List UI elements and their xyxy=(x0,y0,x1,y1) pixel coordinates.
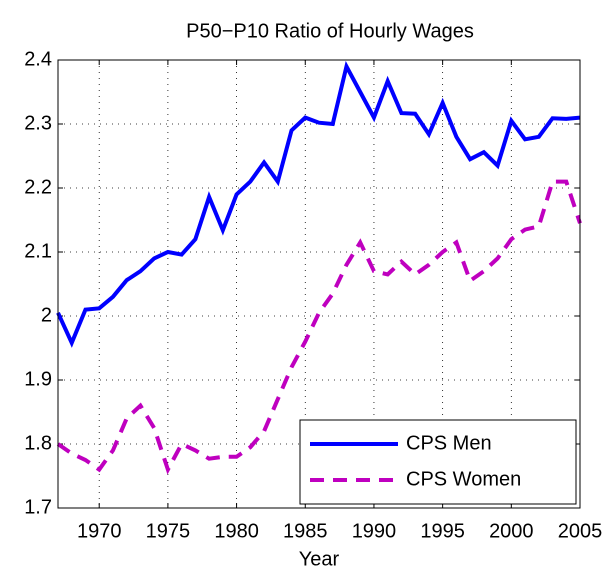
x-tick-label: 1980 xyxy=(214,520,259,542)
y-tick-label: 2 xyxy=(41,304,52,326)
x-tick-label: 2005 xyxy=(558,520,603,542)
x-tick-label: 1995 xyxy=(420,520,465,542)
x-tick-label: 1970 xyxy=(77,520,122,542)
series-line xyxy=(56,60,581,348)
y-tick-label: 2.1 xyxy=(24,240,52,262)
x-tick-label: 1990 xyxy=(352,520,397,542)
chart-title: P50−P10 Ratio of Hourly Wages xyxy=(186,20,474,42)
y-tick-label: 1.8 xyxy=(24,432,52,454)
y-tick-label: 2.2 xyxy=(24,176,52,198)
x-tick-label: 1975 xyxy=(146,520,191,542)
x-tick-label: 1985 xyxy=(283,520,328,542)
y-tick-label: 1.9 xyxy=(24,368,52,390)
y-tick-label: 2.4 xyxy=(24,48,52,70)
x-tick-label: 2000 xyxy=(489,520,534,542)
y-tick-label: 1.7 xyxy=(24,496,52,518)
legend-label: CPS Women xyxy=(406,468,521,490)
legend-label: CPS Men xyxy=(406,432,492,454)
plot-frame xyxy=(57,59,581,509)
legend-box xyxy=(299,419,577,505)
series-line xyxy=(56,179,582,475)
y-tick-label: 2.3 xyxy=(24,112,52,134)
x-axis-label: Year xyxy=(299,548,340,570)
